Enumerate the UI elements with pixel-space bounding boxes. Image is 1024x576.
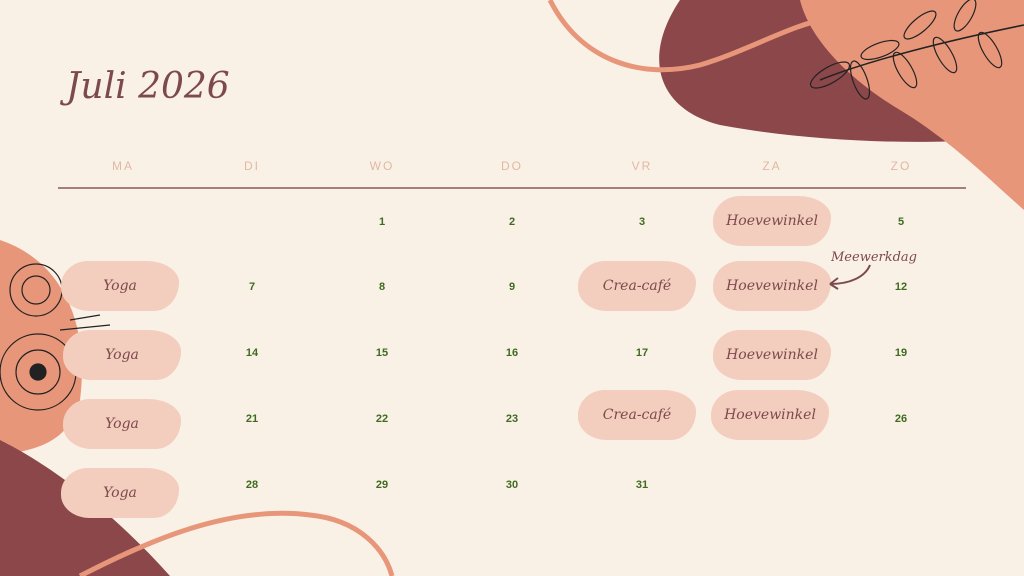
arrow-icon xyxy=(829,264,871,290)
day-number[interactable]: 16 xyxy=(505,347,519,359)
event-yoga[interactable]: Yoga xyxy=(61,261,179,311)
page-title: Juli 2026 xyxy=(66,66,230,107)
day-number[interactable]: 21 xyxy=(245,413,259,425)
day-number[interactable]: 19 xyxy=(894,347,908,359)
header-divider xyxy=(58,187,966,189)
weekday-zo: ZO xyxy=(890,159,912,173)
annotation-meewerkdag: Meewerkdag xyxy=(831,250,918,265)
day-number[interactable]: 23 xyxy=(505,413,519,425)
event-crea-cafe[interactable]: Crea-café xyxy=(578,390,696,440)
day-number[interactable]: 31 xyxy=(635,479,649,491)
day-number[interactable]: 15 xyxy=(375,347,389,359)
leaves xyxy=(809,0,1003,100)
weekday-wo: WO xyxy=(369,159,395,173)
day-number[interactable]: 26 xyxy=(894,413,908,425)
day-number[interactable]: 30 xyxy=(505,479,519,491)
day-number[interactable]: 28 xyxy=(245,479,259,491)
day-number[interactable]: 29 xyxy=(375,479,389,491)
weekday-vr: VR xyxy=(631,159,653,173)
event-crea-cafe[interactable]: Crea-café xyxy=(578,261,696,311)
weekday-do: DO xyxy=(501,159,523,173)
day-number[interactable]: 12 xyxy=(894,281,908,293)
event-hoevewinkel[interactable]: Hoevewinkel xyxy=(713,196,831,246)
leaf-branch-icon xyxy=(819,24,1024,81)
day-number[interactable]: 22 xyxy=(375,413,389,425)
day-number[interactable]: 2 xyxy=(508,216,516,228)
day-number[interactable]: 8 xyxy=(378,281,386,293)
event-hoevewinkel[interactable]: Hoevewinkel xyxy=(711,390,829,440)
day-number[interactable]: 5 xyxy=(897,216,905,228)
weekday-za: ZA xyxy=(762,159,782,173)
day-number[interactable]: 1 xyxy=(378,216,386,228)
event-hoevewinkel[interactable]: Hoevewinkel xyxy=(713,261,831,311)
weekday-di: DI xyxy=(244,159,260,173)
event-yoga[interactable]: Yoga xyxy=(63,399,181,449)
day-number[interactable]: 9 xyxy=(508,281,516,293)
event-yoga[interactable]: Yoga xyxy=(63,330,181,380)
top-curve-line xyxy=(547,0,831,73)
top-salmon-blob xyxy=(800,0,1024,210)
weekday-ma: MA xyxy=(112,159,134,173)
event-hoevewinkel[interactable]: Hoevewinkel xyxy=(713,330,831,380)
day-number[interactable]: 7 xyxy=(248,281,256,293)
day-number[interactable]: 14 xyxy=(245,347,259,359)
bottom-curve-line xyxy=(78,510,395,576)
day-number[interactable]: 3 xyxy=(638,216,646,228)
event-yoga[interactable]: Yoga xyxy=(61,468,179,518)
day-number[interactable]: 17 xyxy=(635,347,649,359)
